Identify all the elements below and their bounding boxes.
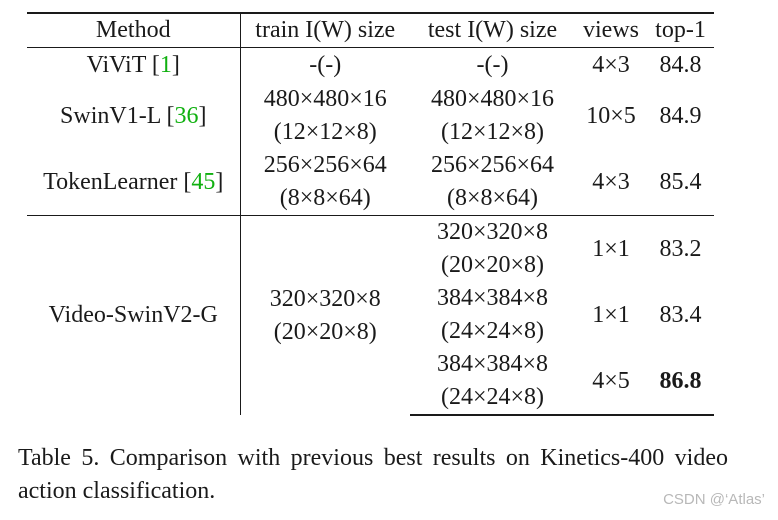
table-row: SwinV1-L [36] 480×480×16 (12×12×8) 480×48… xyxy=(27,83,714,149)
table-header-row: Method train I(W) size test I(W) size vi… xyxy=(27,13,714,48)
method-cell: TokenLearner [45] xyxy=(27,149,241,216)
table-row: 384×384×8 (24×24×8) 4×5 86.8 xyxy=(27,348,714,416)
method-cell: Video-SwinV2-G xyxy=(27,215,241,415)
table-row: Video-SwinV2-G 320×320×8 (20×20×8) 320×32… xyxy=(27,215,714,415)
test-size-window: (8×8×64) xyxy=(446,185,539,211)
train-size-window: (8×8×64) xyxy=(279,185,371,211)
method-name: TokenLearner xyxy=(43,168,178,195)
views-cell: 4×3 xyxy=(592,52,630,78)
test-size-cell: 384×384×8 (24×24×8) xyxy=(410,282,575,348)
views-cell: 4×3 xyxy=(592,168,630,195)
header-train-size: train I(W) size xyxy=(240,13,410,48)
test-size-window: (24×24×8) xyxy=(440,384,545,410)
views-cell: 1×1 xyxy=(575,215,647,282)
top1-cell: 84.8 xyxy=(659,52,702,78)
citation-link[interactable]: 36 xyxy=(174,102,199,129)
train-size-cell: 480×480×16 (12×12×8) xyxy=(240,83,410,149)
train-size-window: (20×20×8) xyxy=(273,318,377,345)
watermark: CSDN @‘Atlas’ xyxy=(663,491,765,508)
train-size-window: (12×12×8) xyxy=(273,119,377,145)
test-size-main: 320×320×8 xyxy=(436,219,549,245)
header-views: views xyxy=(575,13,647,48)
test-size-window: (20×20×8) xyxy=(440,252,545,278)
top1-cell: 83.4 xyxy=(659,301,702,328)
table-row: TokenLearner [45] 256×256×64 (8×8×64) 256… xyxy=(27,149,714,216)
top1-cell: 85.4 xyxy=(659,168,702,195)
test-size-cell: 384×384×8 (24×24×8) xyxy=(410,348,575,416)
test-size-cell: 480×480×16 (12×12×8) xyxy=(410,83,575,149)
header-test-size: test I(W) size xyxy=(410,13,575,48)
method-name: SwinV1-L xyxy=(60,102,161,129)
method-name: ViViT xyxy=(86,52,146,78)
views-cell: 1×1 xyxy=(592,301,630,328)
top1-cell: 83.2 xyxy=(647,215,714,282)
train-size-cell: -(-) xyxy=(309,52,342,78)
test-size-main: 384×384×8 xyxy=(436,285,549,311)
results-table-container: Method train I(W) size test I(W) size vi… xyxy=(27,12,714,416)
train-size-cell: 256×256×64 (8×8×64) xyxy=(240,149,410,216)
train-size-main: 256×256×64 xyxy=(263,152,387,178)
test-size-cell: -(-) xyxy=(476,52,509,78)
test-size-window: (12×12×8) xyxy=(440,119,545,145)
top1-cell: 84.9 xyxy=(659,102,702,129)
citation-link[interactable]: 45 xyxy=(191,168,216,195)
header-method: Method xyxy=(27,13,241,48)
table-row: 384×384×8 (24×24×8) 1×1 83.4 xyxy=(27,282,714,348)
test-size-cell: 320×320×8 (20×20×8) xyxy=(410,215,575,282)
header-top1: top-1 xyxy=(647,13,714,48)
method-cell: ViViT [1] xyxy=(27,47,241,83)
method-cell: SwinV1-L [36] xyxy=(27,83,241,149)
citation-link[interactable]: 1 xyxy=(159,52,172,78)
top1-cell-best: 86.8 xyxy=(647,348,714,416)
test-size-main: 256×256×64 xyxy=(430,152,555,178)
test-size-cell: 256×256×64 (8×8×64) xyxy=(410,149,575,216)
test-size-main: 480×480×16 xyxy=(430,86,555,112)
train-size-cell: 320×320×8 (20×20×8) xyxy=(240,215,410,415)
train-size-main: 320×320×8 xyxy=(269,285,381,312)
results-table: Method train I(W) size test I(W) size vi… xyxy=(27,12,714,416)
views-cell: 4×5 xyxy=(575,348,647,416)
table-caption: Table 5. Comparison with previous best r… xyxy=(18,445,728,504)
views-cell: 10×5 xyxy=(586,102,636,129)
test-size-window: (24×24×8) xyxy=(440,318,545,344)
train-size-main: 480×480×16 xyxy=(263,86,387,112)
test-size-main: 384×384×8 xyxy=(436,351,549,377)
table-row: ViViT [1] -(-) -(-) 4×3 84.8 xyxy=(27,47,714,83)
